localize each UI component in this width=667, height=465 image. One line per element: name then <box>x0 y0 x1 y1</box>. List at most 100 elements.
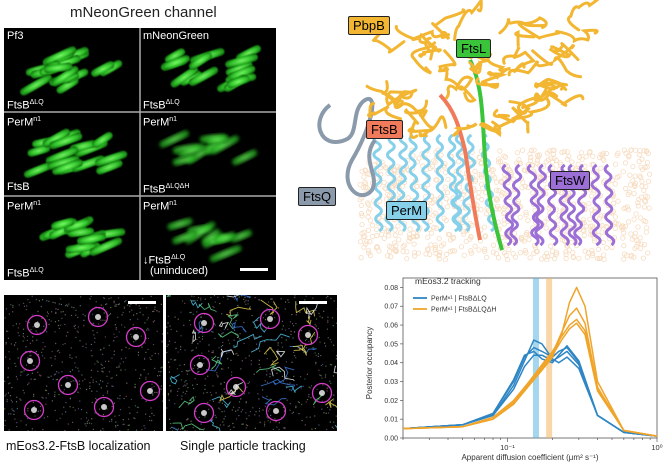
tile-6-uninduced-label: (uninduced) <box>150 265 209 277</box>
cell <box>171 230 198 245</box>
cell <box>51 65 79 87</box>
cell <box>52 158 83 176</box>
y-tick-label: 0.03 <box>384 379 398 386</box>
cell <box>164 48 186 64</box>
tile-3-bottom-label: FtsB <box>7 181 30 193</box>
cell <box>205 134 230 146</box>
localization-circle <box>26 314 48 336</box>
scale-bar <box>240 268 268 271</box>
label-perm: PerM <box>386 201 428 220</box>
cell <box>170 66 199 88</box>
tile-4-bottom-label: FtsBΔLQΔH <box>143 183 190 196</box>
y-tick-label: 0.06 <box>384 323 398 330</box>
label-ftsl: FtsL <box>456 39 492 58</box>
localization-circle <box>125 326 147 348</box>
cell <box>159 129 190 149</box>
y-tick-label: 0.07 <box>384 304 398 311</box>
tile-2-bottom-label: FtsBΔLQ <box>143 99 180 112</box>
localization-circle <box>297 324 319 346</box>
cell <box>47 155 80 170</box>
localization-circle <box>225 376 247 398</box>
localization-circle <box>139 380 161 402</box>
cell <box>20 74 52 96</box>
x-axis-label: Apparent diffusion coefficient (μm² s⁻¹) <box>461 453 598 462</box>
cell <box>226 75 251 89</box>
series-line <box>402 318 658 437</box>
cell <box>45 146 79 165</box>
cell <box>43 46 77 66</box>
ftsb-chain <box>438 93 482 241</box>
series-line <box>402 307 658 437</box>
cell <box>179 70 202 86</box>
cell <box>188 51 213 70</box>
legend-entry: PerMⁿ¹ | FtsBΔLQΔH <box>431 307 496 314</box>
cell <box>172 153 197 167</box>
localization-circle <box>189 354 211 376</box>
cell <box>49 132 83 150</box>
scale-bar <box>299 301 327 304</box>
cell <box>167 217 193 231</box>
y-tick-label: 0.02 <box>384 398 398 405</box>
tile-6-top-label: PerMn1 <box>143 200 178 213</box>
panel-a-title: mNeonGreen channel <box>70 4 217 21</box>
cell <box>96 159 123 175</box>
series-line <box>402 322 658 437</box>
y-tick-label: 0.01 <box>384 417 398 424</box>
cell <box>210 134 240 155</box>
microscopy-grid: Pf3 FtsBΔLQ mNeonGreen FtsBΔLQ PerMn1 Ft… <box>4 28 276 280</box>
ftsl-chain <box>468 59 504 251</box>
chart-title: mEos3.2 tracking <box>415 276 481 286</box>
mean-band <box>532 278 539 438</box>
cell <box>42 128 71 148</box>
localization-circle <box>19 350 41 372</box>
tracking-image <box>166 295 337 431</box>
cell <box>188 66 219 87</box>
cell <box>213 231 237 244</box>
localization-circle <box>259 308 281 330</box>
localization-circle <box>193 312 215 334</box>
localization-image <box>4 295 163 431</box>
cell <box>228 65 256 81</box>
tile-5-bottom-label: FtsBΔLQ <box>7 267 44 280</box>
tracking-caption: Single particle tracking <box>180 439 306 453</box>
tile-6-bottom-label: ↓FtsBΔLQ <box>143 254 186 267</box>
localization-circle <box>57 374 79 396</box>
label-ftsw: FtsW <box>550 171 591 190</box>
localization-circle <box>93 396 115 418</box>
x-tick-label: 10⁰ <box>651 443 662 452</box>
cell <box>95 150 128 167</box>
cell-images <box>4 28 276 280</box>
cell <box>51 217 75 231</box>
scale-bar <box>128 301 156 304</box>
cell <box>23 162 53 179</box>
cell <box>71 155 105 173</box>
tile-3-top-label: PerMn1 <box>7 116 42 129</box>
localization-caption: mEos3.2-FtsB localization <box>6 439 151 453</box>
tile-2-top-label: mNeonGreen <box>143 30 210 42</box>
localization-circle <box>311 382 333 404</box>
tile-1-bottom-label: FtsBΔLQ <box>7 99 44 112</box>
localization-circle <box>87 306 109 328</box>
cell <box>43 62 73 74</box>
cell <box>230 229 253 243</box>
y-tick-label: 0.04 <box>384 360 398 367</box>
label-pbpb: PbpB <box>348 16 390 35</box>
tile-4-top-label: PerMn1 <box>143 116 178 129</box>
cell <box>201 228 221 245</box>
y-tick-label: 0.00 <box>384 436 398 443</box>
x-tick-label: 10⁻¹ <box>500 443 515 452</box>
tile-5-top-label: PerMn1 <box>7 200 42 213</box>
label-ftsb: FtsB <box>366 120 403 139</box>
tile-1-top-label: Pf3 <box>7 30 24 42</box>
cell <box>231 149 258 166</box>
localization-circle <box>23 399 45 421</box>
pbpb-chain <box>365 0 600 139</box>
cell <box>162 54 190 71</box>
localization-circle <box>193 402 215 424</box>
localization-circle <box>265 400 287 422</box>
cell <box>91 60 115 78</box>
cell <box>76 233 106 245</box>
diffusion-chart: 0.00 0.01 0.02 0.03 0.04 0.05 0.06 0.07 0.08 10⁻¹… <box>365 276 663 462</box>
cell <box>178 142 206 159</box>
cell <box>92 131 113 148</box>
